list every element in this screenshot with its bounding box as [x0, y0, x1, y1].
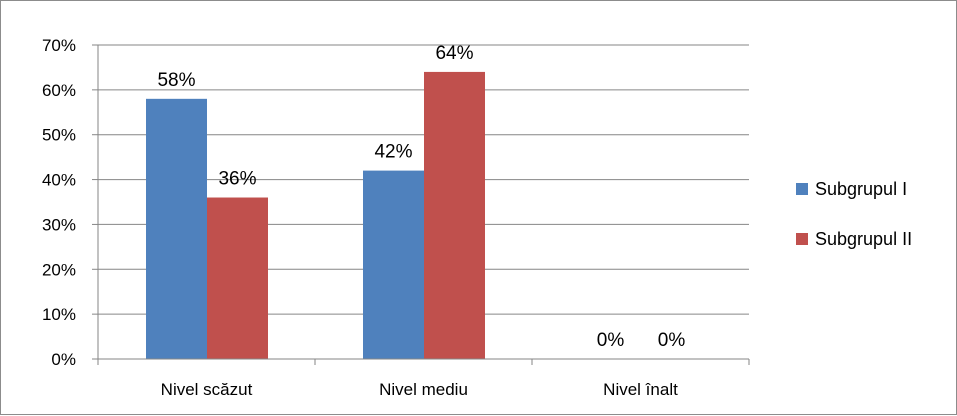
x-tick-label: Nivel înalt: [603, 380, 678, 399]
y-tick-label: 40%: [42, 171, 76, 190]
legend-swatch: [796, 183, 808, 195]
data-label: 42%: [374, 142, 412, 163]
data-label: 0%: [658, 330, 686, 351]
y-tick-label: 0%: [51, 350, 76, 369]
data-labels: 58% 42% 0% 36% 64% 0%: [157, 43, 685, 351]
bar-subgrupul-ii: [424, 71, 485, 360]
y-axis-labels: 0% 10% 20% 30% 40% 50% 60% 70%: [42, 36, 76, 369]
legend-swatch: [796, 233, 808, 245]
legend-label: Subgrupul I: [815, 179, 907, 199]
x-axis-labels: Nivel scăzut Nivel mediu Nivel înalt: [161, 380, 678, 399]
y-tick-label: 60%: [42, 81, 76, 100]
x-tick-label: Nivel scăzut: [161, 380, 253, 399]
data-label: 0%: [597, 330, 625, 351]
data-label: 36%: [218, 169, 256, 190]
data-label: 58%: [157, 70, 195, 91]
bars: [146, 71, 485, 360]
x-tick-label: Nivel mediu: [379, 380, 468, 399]
axes: [92, 44, 750, 365]
data-label: 64%: [435, 43, 473, 64]
y-tick-label: 70%: [42, 36, 76, 55]
y-tick-label: 30%: [42, 215, 76, 234]
legend-label: Subgrupul II: [815, 229, 912, 249]
y-tick-label: 10%: [42, 305, 76, 324]
legend: Subgrupul I Subgrupul II: [796, 179, 912, 249]
bar-subgrupul-ii: [207, 197, 268, 359]
bar-subgrupul-i: [146, 98, 207, 359]
bar-subgrupul-i: [363, 170, 424, 359]
y-tick-label: 20%: [42, 260, 76, 279]
y-tick-label: 50%: [42, 126, 76, 145]
